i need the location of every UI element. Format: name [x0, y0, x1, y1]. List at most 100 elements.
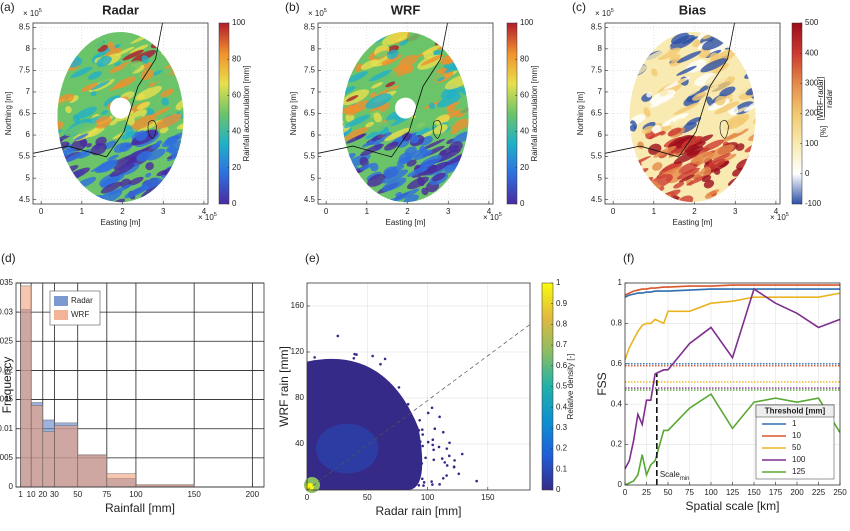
map-patch	[137, 93, 145, 100]
map-patch	[692, 151, 714, 165]
colorbar	[506, 22, 518, 205]
map-patch	[658, 47, 681, 60]
x-tick-label: 10	[27, 490, 36, 499]
map-patch	[747, 181, 756, 191]
axis-multiplier: × 105	[198, 212, 217, 222]
map-patch	[725, 36, 753, 50]
plot-frame	[32, 22, 209, 205]
y-tick-label: 5.5	[19, 152, 31, 161]
map-patch	[420, 138, 446, 151]
x-tick-label: 150	[187, 490, 201, 499]
map-patch	[129, 44, 149, 54]
density-dot	[379, 362, 382, 366]
map-patch	[686, 117, 702, 126]
map-patch	[118, 142, 132, 152]
map-patch	[176, 177, 184, 184]
y-tick-label: 0.8	[611, 319, 623, 328]
density-dot	[441, 477, 445, 480]
map-patch	[360, 59, 379, 70]
x-tick-label: 250	[833, 488, 847, 497]
map-patch	[629, 157, 637, 164]
map-patch	[447, 180, 461, 190]
map-patch	[345, 113, 355, 123]
map-patch	[752, 188, 756, 196]
map-patch	[414, 149, 433, 160]
map-patch	[145, 172, 152, 178]
fss-line	[624, 284, 840, 296]
map-patch	[659, 66, 681, 79]
map-patch	[713, 122, 729, 133]
colorbar-tick-label: 400	[805, 48, 819, 57]
map-patch	[373, 50, 389, 59]
map-patch	[384, 141, 399, 151]
map-patch	[161, 41, 184, 56]
map-patch	[629, 163, 631, 174]
map-patch	[705, 158, 726, 171]
panel-label: (d)	[1, 251, 16, 265]
map-patch	[60, 46, 77, 56]
map-patch	[163, 69, 173, 76]
y-tick-label: 0.035	[0, 278, 14, 287]
map-patch	[361, 33, 370, 41]
y-tick-label: 4.5	[19, 195, 31, 204]
map-patch	[73, 133, 89, 141]
chart-title: WRF	[391, 2, 421, 17]
legend-title: Threshold [mm]	[765, 407, 826, 416]
y-tick-label: 6.5	[591, 109, 603, 118]
density-dot	[431, 438, 435, 442]
map-patch	[752, 186, 756, 197]
map-patch	[629, 168, 649, 182]
map-patch	[131, 114, 157, 130]
density-dot	[352, 356, 356, 360]
radar-gap	[395, 97, 416, 119]
y-tick-label: 0.6	[611, 359, 623, 368]
map-patch	[629, 32, 637, 41]
map-patch	[673, 181, 685, 189]
map-patch	[96, 18, 114, 33]
map-patch	[124, 185, 150, 199]
colorbar-tick-label: 0.1	[556, 464, 568, 473]
map-patch	[63, 149, 91, 163]
colorbar-tick-label: 0.8	[556, 320, 568, 329]
density-dot	[443, 461, 447, 464]
map-patch	[342, 51, 345, 61]
density-dot	[371, 354, 374, 358]
map-patch	[746, 166, 756, 181]
x-tick-label: 100	[129, 490, 143, 499]
map-patch	[407, 163, 433, 177]
map-patch	[659, 89, 669, 97]
map-patch	[359, 156, 369, 167]
y-tick-label: 0.025	[0, 336, 14, 345]
colorbar-tick-label: 0	[520, 199, 525, 208]
map-patch	[171, 53, 184, 69]
y-tick-label: 7	[311, 87, 316, 96]
map-patch	[360, 143, 384, 156]
map-patch	[109, 163, 135, 177]
map-patch	[700, 166, 712, 176]
legend-label: 10	[792, 431, 801, 440]
map-patch	[428, 102, 436, 110]
density-dot	[433, 427, 437, 431]
map-patch	[57, 56, 67, 72]
density-dot	[426, 411, 430, 415]
map-patch	[750, 32, 756, 34]
y-tick-label: 80	[295, 393, 304, 402]
x-axis-label: Spatial scale [km]	[685, 499, 779, 513]
legend-title-bg	[755, 404, 835, 418]
x-tick-label: 100	[421, 493, 435, 502]
panel-label: (a)	[0, 0, 15, 14]
map-patch	[64, 32, 85, 43]
x-tick-label: 150	[747, 488, 761, 497]
legend-swatch	[54, 310, 68, 320]
multiplier-exponent: 5	[324, 8, 327, 14]
map-patch	[671, 32, 690, 45]
map-patch	[383, 166, 398, 178]
map-patch	[350, 32, 360, 34]
map-patch	[346, 71, 369, 83]
density-dot	[437, 445, 441, 449]
density-core	[315, 423, 379, 474]
multiplier-base: × 10	[483, 213, 499, 222]
map-patch	[661, 113, 689, 127]
scale-min-label: Scalemin	[660, 470, 690, 481]
map-patch	[629, 188, 654, 203]
